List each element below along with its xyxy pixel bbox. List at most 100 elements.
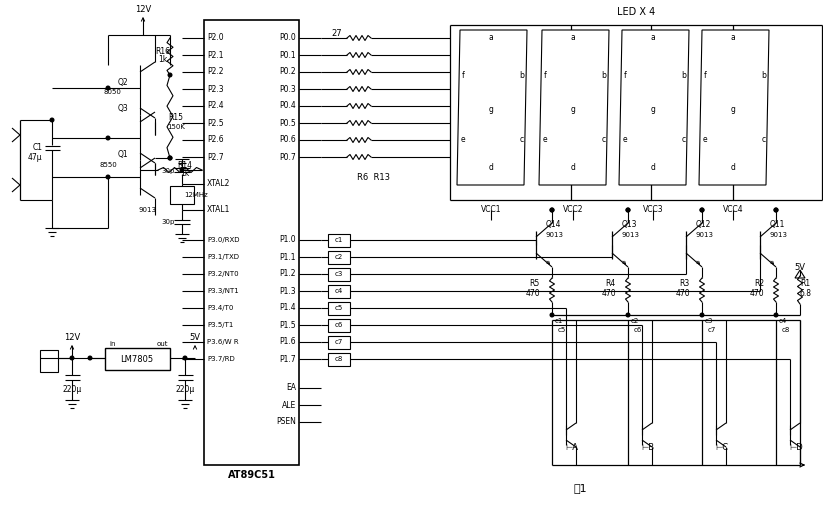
Text: 1k: 1k bbox=[158, 56, 168, 64]
Circle shape bbox=[70, 356, 74, 360]
Text: LM7805: LM7805 bbox=[120, 355, 154, 363]
Text: P3.2/NT0: P3.2/NT0 bbox=[207, 271, 239, 277]
Circle shape bbox=[551, 208, 554, 212]
Circle shape bbox=[626, 208, 630, 212]
Circle shape bbox=[106, 175, 109, 179]
Text: 9013: 9013 bbox=[696, 232, 714, 238]
Text: P0.2: P0.2 bbox=[279, 67, 296, 77]
Bar bbox=[40, 350, 58, 372]
Text: 12MHz: 12MHz bbox=[184, 192, 207, 198]
Text: P2.3: P2.3 bbox=[207, 84, 224, 94]
Text: 12V: 12V bbox=[64, 334, 80, 342]
Text: P1.2: P1.2 bbox=[280, 269, 296, 279]
Text: XTAL2: XTAL2 bbox=[207, 179, 230, 189]
Text: b: b bbox=[519, 70, 524, 80]
Text: f: f bbox=[462, 70, 464, 80]
Text: c2: c2 bbox=[335, 254, 343, 260]
Text: P2.6: P2.6 bbox=[207, 136, 224, 144]
Text: P3.3/NT1: P3.3/NT1 bbox=[207, 288, 239, 294]
Bar bbox=[328, 336, 350, 349]
Text: P2.5: P2.5 bbox=[207, 119, 224, 127]
Text: c2: c2 bbox=[631, 318, 639, 324]
Text: 6.8: 6.8 bbox=[800, 289, 812, 299]
Polygon shape bbox=[619, 30, 689, 185]
Text: f: f bbox=[544, 70, 546, 80]
Text: a: a bbox=[651, 33, 655, 43]
Text: 220μ: 220μ bbox=[63, 386, 81, 395]
Text: g: g bbox=[650, 105, 655, 115]
Text: c: c bbox=[602, 136, 606, 144]
Text: P0.4: P0.4 bbox=[279, 101, 296, 111]
Bar bbox=[328, 319, 350, 332]
Circle shape bbox=[168, 73, 172, 77]
Text: 12V: 12V bbox=[135, 6, 151, 14]
Text: c4: c4 bbox=[335, 288, 343, 294]
Bar bbox=[105, 348, 170, 370]
Text: c7: c7 bbox=[708, 327, 716, 333]
Circle shape bbox=[700, 313, 704, 317]
Text: 8050: 8050 bbox=[103, 89, 121, 95]
Circle shape bbox=[106, 86, 109, 90]
Text: Q12: Q12 bbox=[696, 221, 711, 229]
Circle shape bbox=[88, 356, 92, 360]
Text: d: d bbox=[650, 163, 655, 173]
Text: g: g bbox=[489, 105, 494, 115]
Text: P0.7: P0.7 bbox=[279, 153, 296, 161]
Circle shape bbox=[774, 313, 778, 317]
Text: R14: R14 bbox=[178, 160, 193, 170]
Text: PSEN: PSEN bbox=[277, 417, 296, 427]
Text: c4: c4 bbox=[779, 318, 788, 324]
Text: P3.1/TXD: P3.1/TXD bbox=[207, 254, 239, 260]
Text: c3: c3 bbox=[705, 318, 714, 324]
Bar bbox=[328, 353, 350, 366]
Text: P3.0/RXD: P3.0/RXD bbox=[207, 237, 239, 243]
Text: 30p: 30p bbox=[161, 168, 174, 174]
Text: c6: c6 bbox=[634, 327, 643, 333]
Text: LED X 4: LED X 4 bbox=[617, 7, 655, 17]
Text: c8: c8 bbox=[782, 327, 790, 333]
Polygon shape bbox=[699, 30, 769, 185]
Circle shape bbox=[551, 313, 554, 317]
Bar bbox=[328, 302, 350, 315]
Bar bbox=[170, 186, 194, 204]
Text: VCC4: VCC4 bbox=[723, 206, 743, 214]
Text: c6: c6 bbox=[335, 322, 343, 328]
Circle shape bbox=[184, 356, 187, 360]
Text: 5V: 5V bbox=[189, 334, 201, 342]
Text: ⊢C: ⊢C bbox=[715, 443, 728, 451]
Text: VCC3: VCC3 bbox=[643, 206, 663, 214]
Text: b: b bbox=[681, 70, 686, 80]
Text: Q14: Q14 bbox=[546, 221, 561, 229]
Text: d: d bbox=[489, 163, 494, 173]
Text: P1.6: P1.6 bbox=[279, 338, 296, 346]
Text: 图1: 图1 bbox=[573, 483, 587, 493]
Text: d: d bbox=[570, 163, 575, 173]
Text: R4: R4 bbox=[606, 280, 616, 288]
Polygon shape bbox=[457, 30, 527, 185]
Text: 30p: 30p bbox=[161, 219, 174, 225]
Text: P1.4: P1.4 bbox=[279, 303, 296, 313]
Text: 1k: 1k bbox=[180, 170, 189, 178]
Text: 9013: 9013 bbox=[139, 207, 157, 213]
Text: 470: 470 bbox=[750, 289, 764, 299]
Text: b: b bbox=[761, 70, 766, 80]
Text: XTAL1: XTAL1 bbox=[207, 206, 230, 214]
Text: P1.1: P1.1 bbox=[280, 252, 296, 262]
Text: 5V: 5V bbox=[794, 264, 806, 272]
Circle shape bbox=[106, 136, 109, 140]
Text: e: e bbox=[703, 136, 707, 144]
Text: P2.1: P2.1 bbox=[207, 50, 224, 60]
Text: R15: R15 bbox=[169, 114, 184, 122]
Text: Q11: Q11 bbox=[770, 221, 785, 229]
Text: P0.6: P0.6 bbox=[279, 136, 296, 144]
Circle shape bbox=[50, 118, 53, 122]
Bar bbox=[204, 20, 299, 465]
Text: e: e bbox=[623, 136, 627, 144]
Circle shape bbox=[168, 156, 172, 160]
Text: d: d bbox=[731, 163, 736, 173]
Text: 150K: 150K bbox=[167, 124, 185, 130]
Text: P2.0: P2.0 bbox=[207, 33, 224, 43]
Circle shape bbox=[774, 208, 778, 212]
Text: 470: 470 bbox=[602, 289, 616, 299]
Text: f: f bbox=[704, 70, 706, 80]
